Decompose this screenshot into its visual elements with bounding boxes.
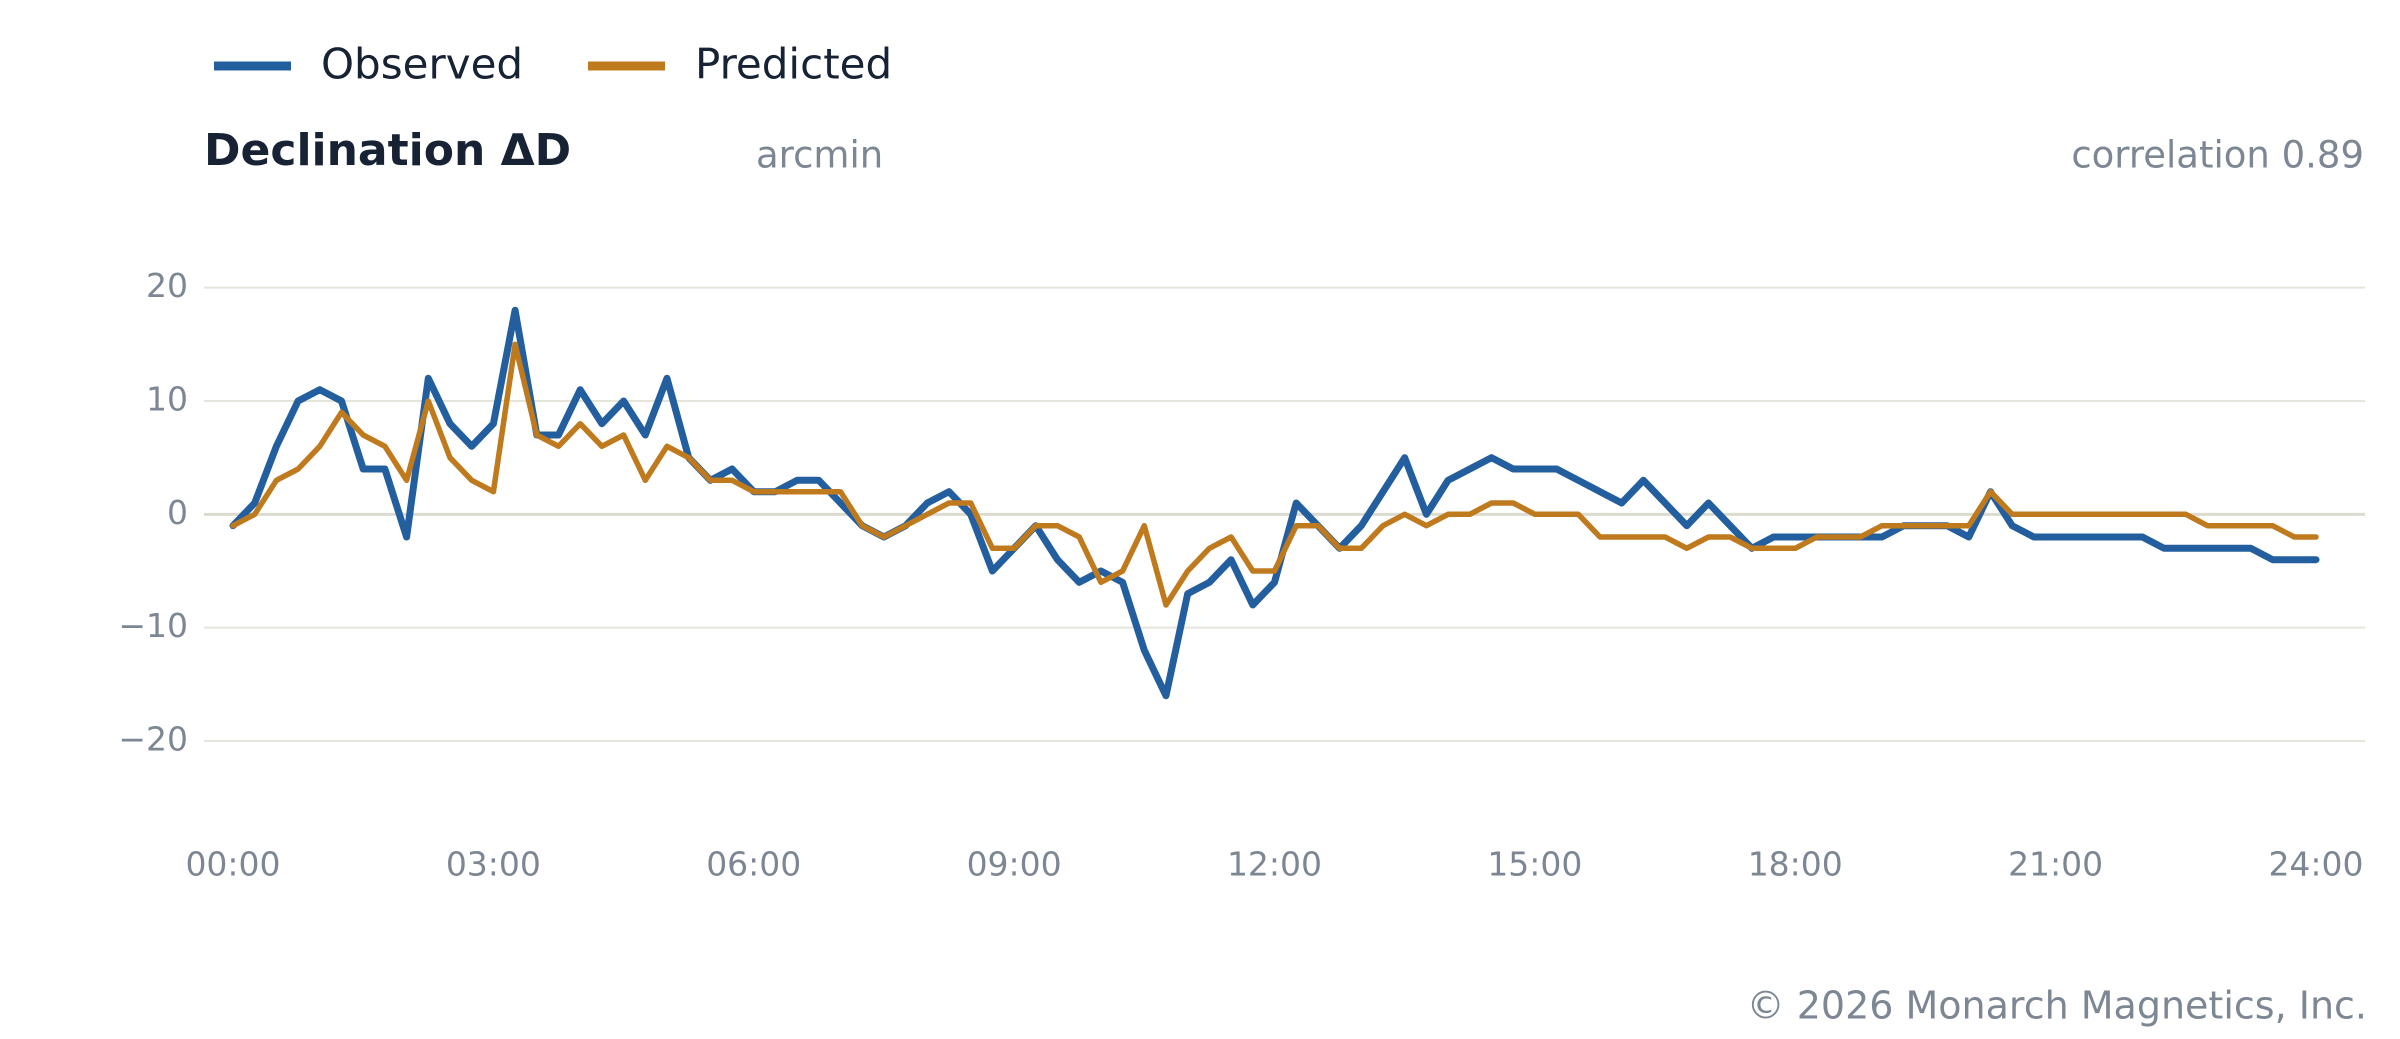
x-tick-label: 06:00 xyxy=(706,845,801,884)
legend-label: Observed xyxy=(321,40,523,89)
legend: Observed Predicted xyxy=(214,40,892,89)
y-tick-label: −10 xyxy=(118,606,188,645)
unit-label: arcmin xyxy=(756,134,883,177)
y-tick-label: 0 xyxy=(167,493,188,532)
x-tick-label: 18:00 xyxy=(1748,845,1843,884)
correlation-annotation: correlation 0.89 xyxy=(2071,134,2364,177)
chart-title: Declination ΔD xyxy=(204,125,571,176)
y-tick-label: −20 xyxy=(118,720,188,759)
x-tick-label: 00:00 xyxy=(185,845,280,884)
y-tick-label: 10 xyxy=(146,380,188,419)
x-tick-label: 12:00 xyxy=(1227,845,1322,884)
series-line xyxy=(230,341,2319,608)
footer: © 2026 Monarch Magnetics, Inc. xyxy=(1747,984,2367,1028)
x-tick-label: 24:00 xyxy=(2268,845,2363,884)
x-tick-label: 15:00 xyxy=(1487,845,1582,884)
x-tick-label: 09:00 xyxy=(967,845,1062,884)
series-line xyxy=(229,306,2320,700)
legend-label: Predicted xyxy=(695,40,892,89)
x-tick-label: 03:00 xyxy=(446,845,541,884)
y-tick-label: 20 xyxy=(146,266,188,305)
x-tick-label: 21:00 xyxy=(2008,845,2103,884)
